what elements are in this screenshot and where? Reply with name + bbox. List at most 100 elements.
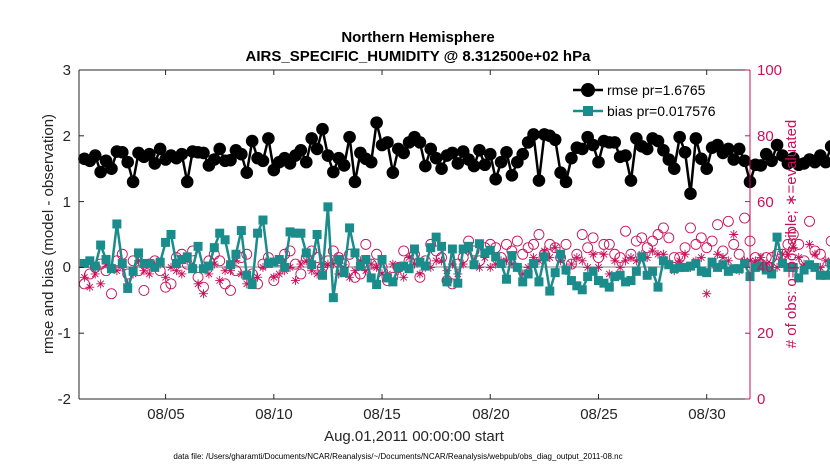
evaluated-obs-point	[583, 262, 593, 272]
bias-point	[161, 237, 171, 247]
bias-point	[550, 268, 560, 278]
bias-point	[101, 255, 111, 265]
possible-obs-point	[544, 238, 556, 250]
chart-subtitle: AIRS_SPECIFIC_HUMIDITY @ 8.312500e+02 hP…	[246, 48, 592, 65]
evaluated-obs-point	[550, 243, 560, 253]
possible-obs-point	[766, 252, 778, 263]
evaluated-obs-point	[426, 262, 436, 272]
evaluated-obs-point	[480, 253, 490, 263]
bias-point	[783, 262, 793, 272]
evaluated-obs-point	[772, 262, 782, 272]
evaluated-obs-point	[85, 282, 95, 292]
rmse-point	[592, 155, 605, 169]
bias-point	[518, 277, 528, 287]
rmse-point	[105, 162, 118, 175]
bias-point	[198, 264, 208, 274]
bias-point	[556, 249, 566, 259]
rmse-point	[494, 155, 508, 169]
bias-point	[740, 258, 750, 268]
possible-obs-point	[501, 238, 512, 250]
possible-obs-point	[571, 248, 583, 260]
rmse-point	[608, 136, 622, 149]
rmse-point	[429, 151, 443, 165]
rmse-point	[386, 166, 400, 179]
rmse-point	[657, 143, 670, 157]
possible-obs-point	[582, 242, 594, 254]
bias-point	[123, 283, 133, 293]
bias-point	[691, 258, 701, 268]
rmse-point	[505, 168, 519, 182]
bias-point	[631, 266, 641, 276]
possible-obs-point	[587, 232, 599, 244]
bias-point	[750, 262, 760, 272]
possible-obs-point	[685, 222, 696, 234]
possible-obs-point	[533, 229, 545, 240]
rmse-point	[489, 172, 502, 186]
possible-obs-point	[452, 258, 464, 270]
y-right-axis-label: # of obs: o=possible; ∗=evaluated	[783, 120, 800, 349]
bias-point	[577, 285, 587, 295]
bias-point	[529, 258, 539, 268]
evaluated-obs-point	[696, 253, 706, 263]
x-tick-label: 08/15	[363, 406, 401, 423]
possible-obs-point	[814, 248, 826, 260]
possible-obs-point	[760, 252, 772, 263]
bias-point	[290, 228, 300, 238]
bias-point	[318, 270, 328, 280]
evaluated-obs-point	[144, 269, 154, 279]
possible-obs-point	[717, 245, 729, 257]
rmse-point	[694, 152, 708, 166]
legend-box	[569, 78, 740, 122]
bias-point	[767, 269, 777, 279]
x-tick-label: 08/25	[580, 406, 618, 423]
evaluated-obs-point	[507, 259, 517, 269]
possible-obs-point	[701, 242, 713, 254]
bias-point	[339, 268, 349, 278]
y-tick-label: 1	[63, 194, 71, 211]
rmse-point	[527, 128, 540, 141]
evaluated-obs-point	[355, 256, 365, 266]
evaluated-obs-point	[615, 262, 625, 272]
rmse-point	[565, 151, 578, 165]
bias-point	[534, 277, 544, 287]
evaluated-obs-point	[334, 269, 344, 279]
possible-obs-point	[690, 238, 702, 250]
bias-point	[236, 226, 246, 236]
y-tick-label: -2	[58, 391, 71, 408]
rmse-point	[435, 162, 448, 175]
rmse-point	[732, 142, 746, 156]
evaluated-obs-point	[215, 276, 225, 286]
possible-obs-point	[603, 238, 615, 250]
bias-point	[664, 260, 674, 270]
evaluated-obs-point	[631, 256, 641, 266]
bias-point	[242, 270, 252, 280]
evaluated-obs-point	[410, 259, 419, 269]
evaluated-obs-point	[312, 269, 322, 279]
bias-point	[96, 240, 106, 250]
bias-point	[626, 276, 636, 286]
evaluated-obs-point	[442, 266, 452, 276]
evaluated-obs-point	[328, 259, 338, 269]
evaluated-obs-point	[274, 269, 284, 279]
rmse-point	[586, 138, 600, 152]
possible-obs-point	[657, 222, 669, 234]
tick-marks	[79, 69, 750, 400]
rmse-point	[651, 134, 665, 148]
possible-obs-point	[290, 258, 301, 270]
rmse-point	[727, 153, 741, 166]
rmse-point	[337, 159, 351, 172]
bias-point	[426, 243, 436, 253]
y-right-tick-label: 80	[757, 128, 774, 145]
possible-obs-point	[549, 242, 561, 254]
evaluated-obs-point	[485, 262, 495, 272]
bias-point	[437, 241, 447, 251]
possible-obs-point	[160, 281, 172, 293]
evaluated-obs-point	[713, 249, 723, 259]
rmse-point	[175, 147, 189, 161]
rmse-point	[483, 147, 497, 161]
rmse-point	[722, 142, 735, 156]
evaluated-obs-point	[577, 256, 587, 266]
bias-point	[523, 269, 533, 279]
bias-point	[756, 261, 766, 271]
bias-point	[410, 244, 419, 254]
